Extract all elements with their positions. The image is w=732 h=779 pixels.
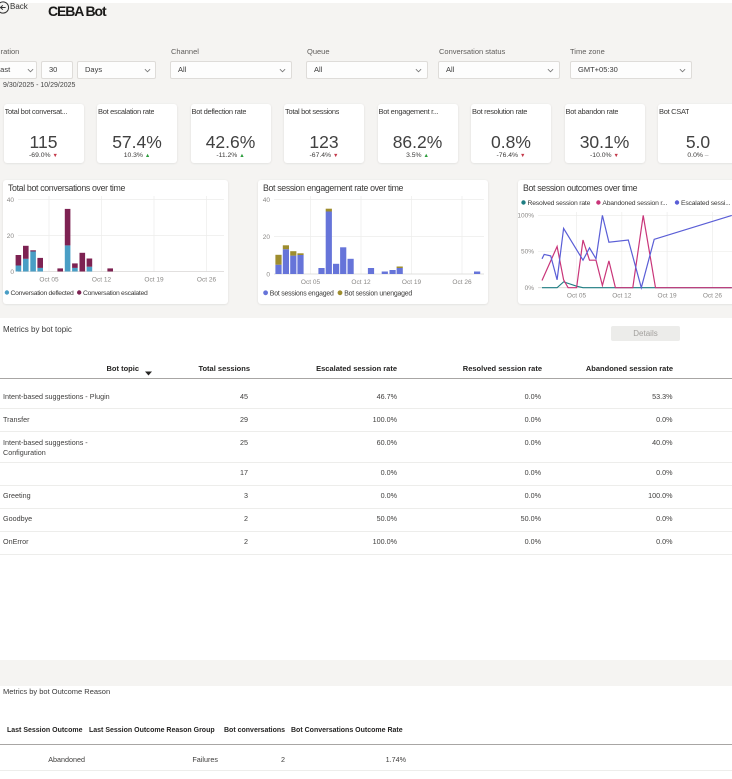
svg-text:40: 40 bbox=[263, 197, 271, 204]
svg-text:Oct 12: Oct 12 bbox=[351, 279, 371, 286]
svg-text:20: 20 bbox=[263, 234, 271, 241]
svg-text:Bot sessions engaged: Bot sessions engaged bbox=[270, 290, 334, 297]
svg-text:Oct 19: Oct 19 bbox=[402, 279, 422, 286]
svg-text:0: 0 bbox=[266, 271, 270, 278]
svg-text:50%: 50% bbox=[521, 249, 534, 256]
svg-text:Bot session unengaged: Bot session unengaged bbox=[344, 290, 412, 297]
svg-text:Conversation escalated: Conversation escalated bbox=[83, 290, 148, 297]
svg-text:Bot session outcomes over time: Bot session outcomes over time bbox=[523, 183, 638, 193]
svg-text:Escalated sessi...: Escalated sessi... bbox=[681, 200, 731, 207]
svg-text:Oct 26: Oct 26 bbox=[197, 277, 217, 284]
svg-text:Oct 05: Oct 05 bbox=[301, 279, 321, 286]
svg-text:Oct 12: Oct 12 bbox=[612, 293, 632, 300]
svg-text:0%: 0% bbox=[525, 285, 535, 292]
svg-text:Oct 19: Oct 19 bbox=[144, 277, 164, 284]
svg-text:20: 20 bbox=[7, 233, 15, 240]
svg-text:Resolved session rate: Resolved session rate bbox=[528, 200, 591, 207]
svg-text:Bot session engagement rate ov: Bot session engagement rate over time bbox=[263, 183, 404, 193]
svg-text:Abandoned session r...: Abandoned session r... bbox=[602, 200, 667, 207]
svg-text:Conversation deflected: Conversation deflected bbox=[11, 290, 74, 297]
svg-text:Oct 05: Oct 05 bbox=[567, 293, 587, 300]
svg-text:0: 0 bbox=[10, 269, 14, 276]
svg-text:Oct 26: Oct 26 bbox=[703, 293, 723, 300]
svg-text:Oct 19: Oct 19 bbox=[658, 293, 678, 300]
svg-text:Oct 05: Oct 05 bbox=[39, 277, 59, 284]
svg-text:100%: 100% bbox=[518, 213, 534, 220]
svg-text:Total bot conversations over t: Total bot conversations over time bbox=[8, 183, 126, 193]
svg-text:40: 40 bbox=[7, 197, 15, 204]
svg-text:Oct 26: Oct 26 bbox=[452, 279, 472, 286]
svg-text:Oct 12: Oct 12 bbox=[92, 277, 112, 284]
